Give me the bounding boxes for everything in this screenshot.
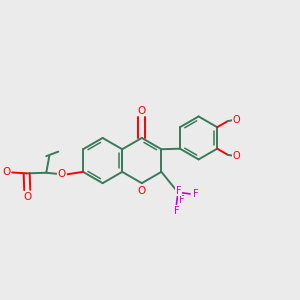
Text: O: O — [23, 192, 32, 202]
Text: F: F — [179, 195, 184, 205]
Text: O: O — [138, 106, 146, 116]
Text: O: O — [58, 169, 66, 179]
Text: F: F — [193, 189, 198, 199]
Text: O: O — [233, 151, 241, 161]
Text: O: O — [233, 115, 241, 125]
Text: O: O — [2, 167, 10, 178]
Text: F: F — [176, 186, 182, 196]
Text: O: O — [138, 186, 146, 196]
Text: F: F — [174, 206, 179, 216]
